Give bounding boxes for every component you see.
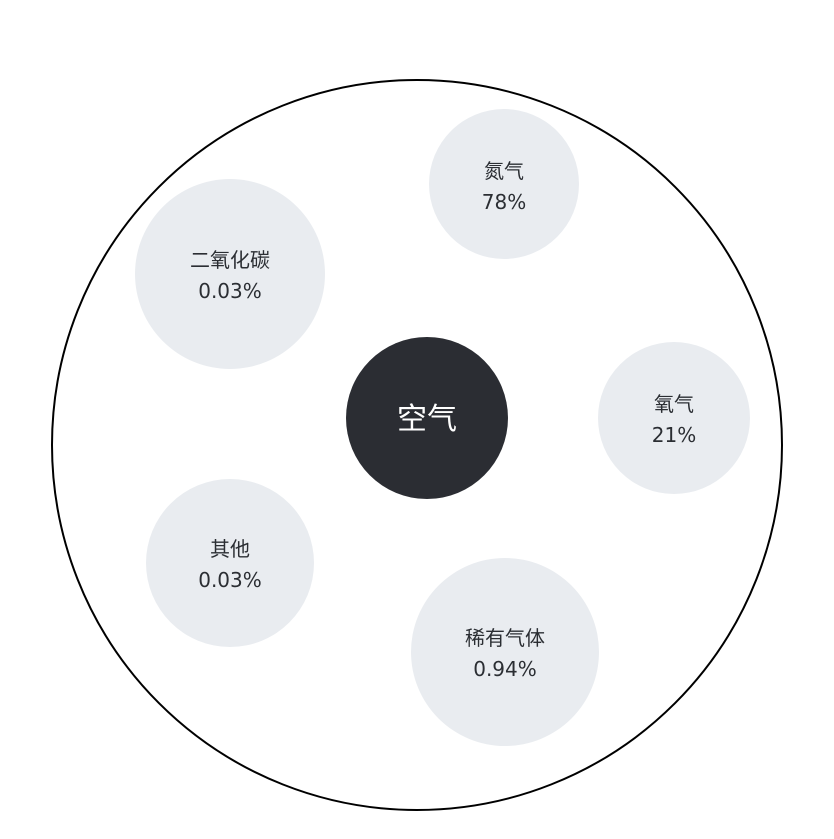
center-label: 空气 (397, 402, 457, 437)
center-node-air: 空气 (346, 337, 508, 499)
component-percent: 0.03% (198, 568, 262, 592)
bubble-oxygen: 氧气 21% (598, 342, 750, 494)
component-name: 氮气 (484, 159, 524, 183)
bubble-circle (429, 109, 579, 259)
bubble-circle (411, 558, 599, 746)
bubble-nitrogen: 氮气 78% (429, 109, 579, 259)
bubble-other: 其他 0.03% (146, 479, 314, 647)
component-name: 二氧化碳 (190, 248, 270, 272)
component-percent: 0.94% (473, 657, 537, 681)
center-circle (346, 337, 508, 499)
bubble-circle (598, 342, 750, 494)
component-percent: 0.03% (198, 279, 262, 303)
component-percent: 78% (482, 190, 526, 214)
component-percent: 21% (652, 423, 696, 447)
component-name: 稀有气体 (465, 626, 545, 650)
bubble-noble-gases: 稀有气体 0.94% (411, 558, 599, 746)
component-name: 氧气 (654, 392, 694, 416)
component-name: 其他 (210, 537, 250, 561)
bubble-circle (146, 479, 314, 647)
bubble-carbon-dioxide: 二氧化碳 0.03% (135, 179, 325, 369)
bubble-circle (135, 179, 325, 369)
